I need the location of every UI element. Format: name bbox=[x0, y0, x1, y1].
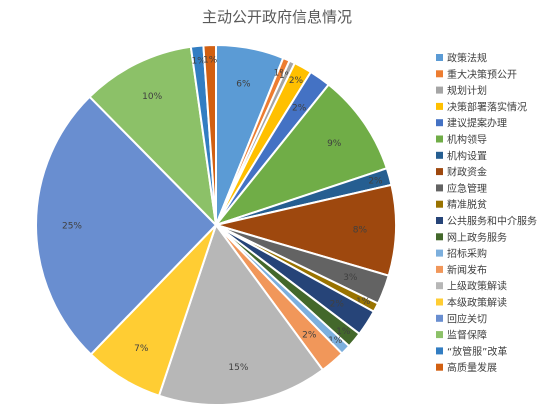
slice-data-label: 10% bbox=[142, 92, 162, 102]
legend-label: 本级政策解读 bbox=[447, 296, 507, 309]
slice-data-label: 2% bbox=[330, 299, 345, 309]
legend-swatch bbox=[436, 363, 443, 371]
legend-label: “放管服”改革 bbox=[447, 345, 507, 358]
chart-title: 主动公开政府信息情况 bbox=[201, 8, 352, 26]
legend-label: 机构设置 bbox=[447, 149, 487, 162]
legend-label: 网上政务服务 bbox=[447, 231, 507, 244]
legend-label: 公共服务和中介服务 bbox=[447, 215, 537, 228]
legend-swatch bbox=[436, 233, 443, 241]
legend-swatch bbox=[436, 119, 443, 127]
legend-swatch bbox=[436, 217, 443, 224]
pie-slice bbox=[212, 183, 397, 277]
legend-label: 财政资金 bbox=[447, 166, 487, 179]
slice-data-label: 3% bbox=[343, 273, 358, 283]
slice-data-label: 9% bbox=[327, 139, 342, 149]
legend-label: 监督保障 bbox=[447, 329, 487, 342]
legend-swatch bbox=[436, 54, 443, 61]
pie-slice bbox=[35, 95, 218, 356]
legend-label: 上级政策解读 bbox=[447, 280, 507, 293]
legend-swatch bbox=[436, 86, 443, 94]
legend-swatch bbox=[436, 265, 443, 273]
slice-data-label: 15% bbox=[228, 363, 248, 373]
slice-data-label: 7% bbox=[134, 344, 149, 354]
legend-label: 精准脱贫 bbox=[447, 198, 487, 211]
legend-label: 应急管理 bbox=[447, 182, 487, 195]
pie-slice bbox=[213, 83, 389, 228]
legend-label: 回应关切 bbox=[447, 312, 487, 325]
legend-label: 新闻发布 bbox=[447, 263, 487, 276]
slice-data-label: 1% bbox=[336, 327, 351, 337]
slice-data-label: 1% bbox=[191, 56, 206, 66]
slice-data-label: 2% bbox=[292, 103, 307, 113]
legend-label: 规划计划 bbox=[447, 84, 487, 97]
slice-data-label: 2% bbox=[289, 76, 304, 86]
legend-swatch bbox=[436, 102, 443, 110]
slice-data-label: 2% bbox=[368, 176, 383, 186]
legend-swatch bbox=[436, 184, 443, 192]
legend-swatch bbox=[436, 200, 443, 208]
legend-swatch bbox=[436, 347, 443, 355]
slice-data-label: 2% bbox=[302, 331, 317, 341]
legend-label: 重大决策预公开 bbox=[447, 68, 517, 81]
slice-data-label: 25% bbox=[62, 222, 82, 232]
legend-swatch bbox=[436, 135, 443, 143]
legend-label: 决策部署落实情况 bbox=[447, 100, 527, 113]
slice-data-label: 1% bbox=[203, 56, 218, 66]
legend-label: 政策法规 bbox=[447, 52, 487, 65]
pie-slice bbox=[202, 43, 217, 226]
pie-slice bbox=[88, 45, 218, 228]
legend-label: 高质量发展 bbox=[447, 361, 497, 374]
slice-data-label: 1% bbox=[356, 297, 371, 307]
legend-swatch bbox=[436, 249, 443, 257]
slice-data-label: 6% bbox=[236, 80, 251, 90]
legend-label: 机构领导 bbox=[447, 133, 487, 146]
legend-swatch bbox=[436, 282, 443, 290]
legend-label: 招标采购 bbox=[447, 247, 487, 260]
slice-data-label: 1% bbox=[274, 69, 289, 79]
legend-label: 建议提案办理 bbox=[447, 117, 507, 130]
legend-swatch bbox=[436, 298, 443, 306]
legend-swatch bbox=[436, 168, 443, 176]
slice-data-label: 1% bbox=[328, 336, 343, 346]
legend-swatch bbox=[436, 151, 443, 159]
slice-data-label: 8% bbox=[353, 225, 368, 235]
legend-swatch bbox=[436, 70, 443, 78]
pie-slice bbox=[157, 222, 325, 406]
legend-swatch bbox=[436, 314, 443, 322]
slice-data-label: 1% bbox=[279, 71, 294, 81]
legend-swatch bbox=[436, 331, 443, 339]
